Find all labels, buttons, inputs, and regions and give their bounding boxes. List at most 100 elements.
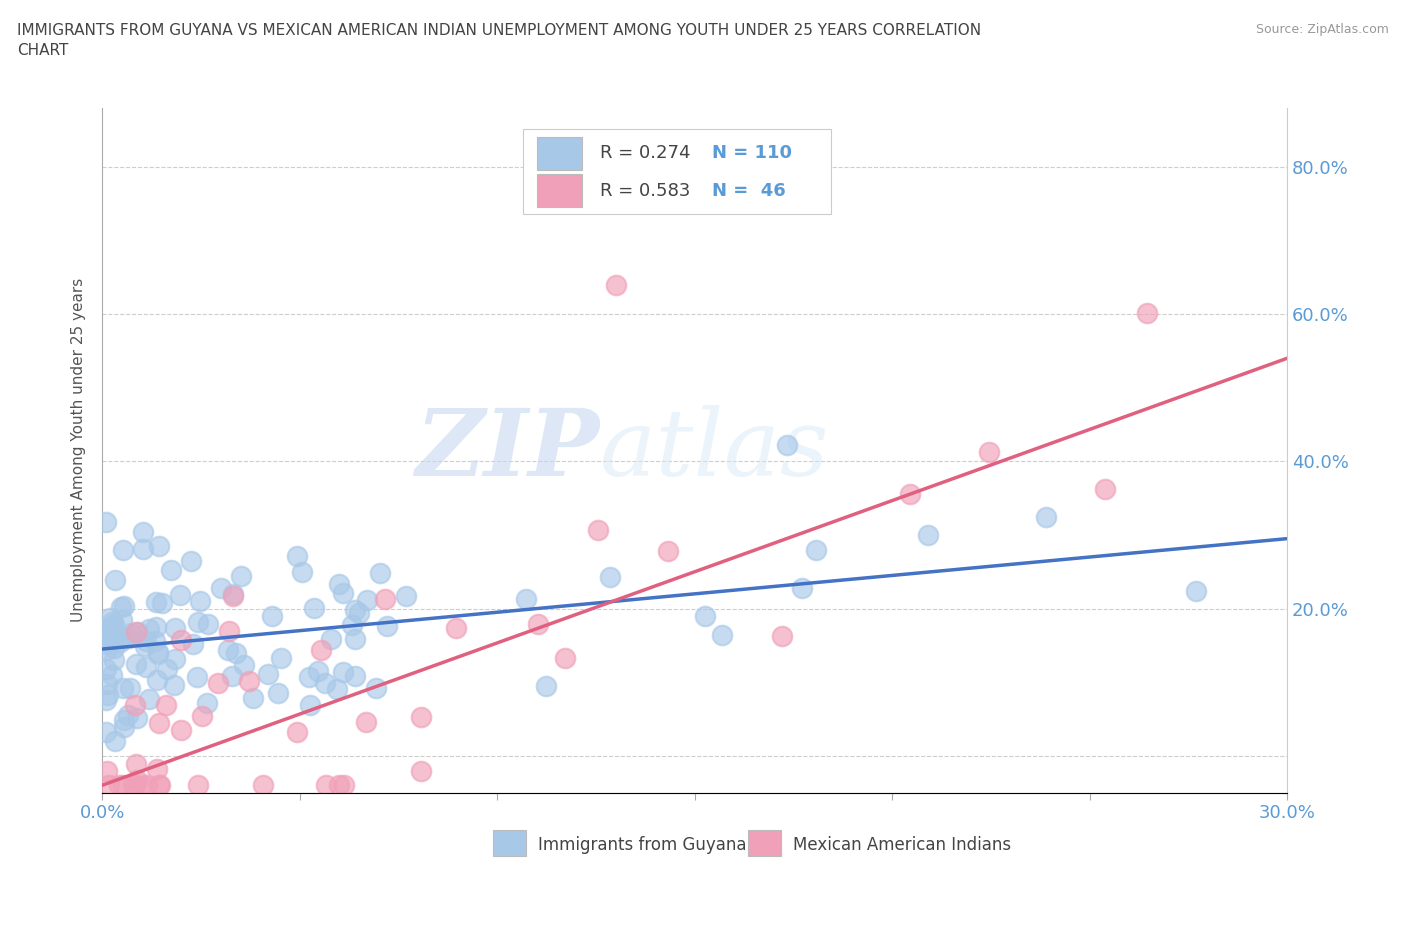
Point (125, 657, 148, 671)
Point (111, 681, 134, 696)
Point (693, 608, 716, 623)
Point (804, 543, 827, 558)
Point (118, 681, 141, 696)
Point (97, 630, 120, 644)
Point (776, 438, 799, 453)
Point (328, 577, 350, 591)
Point (134, 639, 156, 654)
Point (124, 698, 146, 712)
Point (135, 659, 157, 674)
Point (1185, 583, 1208, 598)
Point (332, 665, 354, 680)
Point (298, 670, 321, 684)
Point (103, 616, 125, 631)
Point (103, 653, 125, 668)
Point (148, 777, 170, 792)
Point (108, 635, 131, 650)
Point (107, 777, 129, 792)
Point (411, 764, 433, 778)
Point (98, 777, 121, 792)
Text: atlas: atlas (600, 405, 830, 496)
Point (114, 630, 136, 644)
Point (138, 692, 160, 707)
Point (307, 663, 329, 678)
Point (347, 605, 370, 620)
Point (165, 652, 187, 667)
Point (207, 675, 229, 690)
Point (209, 580, 232, 595)
Point (145, 633, 167, 648)
Point (233, 658, 256, 672)
Point (218, 624, 240, 639)
Point (125, 757, 148, 772)
Point (409, 710, 432, 724)
Point (169, 587, 191, 602)
Point (229, 569, 252, 584)
Point (103, 640, 125, 655)
Point (155, 661, 177, 676)
Point (242, 691, 264, 706)
Point (183, 637, 205, 652)
Point (136, 777, 159, 792)
Point (96, 636, 118, 651)
Point (131, 525, 153, 539)
Point (105, 627, 128, 642)
Point (145, 594, 167, 609)
Point (195, 696, 218, 711)
Point (252, 777, 274, 792)
Point (770, 628, 793, 643)
Point (343, 631, 366, 646)
Point (163, 677, 186, 692)
Point (180, 553, 202, 568)
Point (110, 600, 132, 615)
Point (118, 631, 141, 645)
Point (188, 593, 211, 608)
Point (917, 528, 939, 543)
Point (328, 777, 350, 792)
Point (149, 777, 172, 792)
Point (96, 692, 118, 707)
Point (145, 619, 167, 634)
Point (127, 625, 149, 640)
Point (364, 681, 387, 696)
Text: Mexican American Indians: Mexican American Indians (793, 836, 1011, 854)
Point (657, 543, 679, 558)
Point (217, 643, 239, 658)
Point (790, 580, 813, 595)
Point (319, 631, 342, 646)
FancyBboxPatch shape (748, 830, 782, 857)
Point (221, 669, 243, 684)
Text: Immigrants from Guyana: Immigrants from Guyana (538, 836, 747, 854)
Point (111, 542, 134, 557)
Point (125, 711, 148, 725)
Text: Source: ZipAtlas.com: Source: ZipAtlas.com (1256, 23, 1389, 36)
Point (356, 592, 378, 607)
Point (238, 673, 260, 688)
Point (197, 617, 219, 631)
Point (285, 549, 308, 564)
Point (1136, 306, 1159, 321)
Point (225, 645, 247, 660)
Point (326, 681, 349, 696)
Point (285, 724, 308, 739)
Point (315, 777, 337, 792)
Text: N = 110: N = 110 (713, 144, 793, 162)
Point (267, 685, 290, 700)
Point (710, 628, 733, 643)
Point (101, 668, 124, 683)
Point (125, 773, 148, 788)
Point (395, 589, 418, 604)
Point (155, 698, 177, 712)
Point (97, 688, 120, 703)
Point (898, 486, 921, 501)
Point (150, 595, 173, 610)
Point (125, 625, 148, 640)
Text: ZIP: ZIP (416, 405, 600, 496)
Point (221, 589, 243, 604)
Point (343, 669, 366, 684)
Point (586, 523, 609, 538)
Point (96, 724, 118, 739)
Point (112, 599, 135, 614)
Point (302, 601, 325, 616)
Point (100, 628, 122, 643)
